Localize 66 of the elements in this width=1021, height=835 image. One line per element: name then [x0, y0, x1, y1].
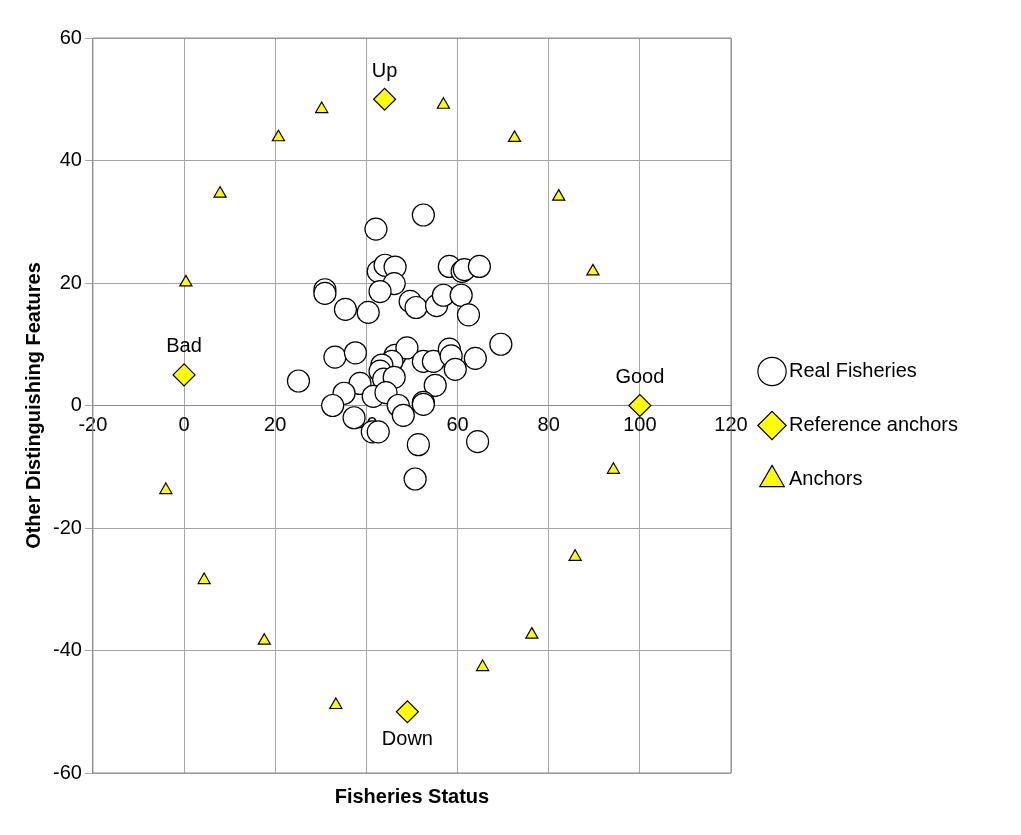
- point: [552, 189, 566, 201]
- point: [197, 572, 211, 585]
- legend-label: Anchors: [789, 467, 863, 490]
- point: [315, 101, 329, 114]
- point: [373, 87, 397, 111]
- point: [406, 433, 430, 457]
- x-tick-label: 20: [264, 413, 287, 436]
- point: [356, 300, 380, 324]
- point: [172, 363, 196, 387]
- point: [628, 393, 652, 418]
- point: [159, 482, 173, 495]
- point: [456, 303, 481, 327]
- x-tick-label: 0: [178, 413, 190, 436]
- x-tick-label: 100: [623, 413, 657, 436]
- legend-label: Real Fisheries: [789, 359, 917, 382]
- point: [475, 659, 490, 672]
- y-tick-label: 0: [70, 393, 82, 416]
- y-tick-label: 60: [59, 25, 82, 48]
- point: [213, 185, 227, 198]
- legend-label: Reference anchors: [789, 413, 958, 436]
- point: [449, 283, 473, 307]
- point: [568, 549, 582, 561]
- point: [343, 341, 368, 365]
- point: [391, 403, 415, 427]
- point: [443, 357, 467, 381]
- y-tick-label: -60: [53, 760, 82, 783]
- x-tick-label: 60: [446, 413, 469, 436]
- point: [467, 254, 492, 279]
- point: [586, 263, 600, 276]
- point: [463, 346, 487, 370]
- point: [395, 700, 419, 724]
- y-tick-label: -20: [53, 515, 82, 538]
- point: [403, 467, 427, 491]
- point: [286, 369, 311, 393]
- point: [333, 297, 358, 321]
- y-tick-label: -40: [53, 638, 82, 661]
- point: [257, 633, 271, 645]
- point: [466, 430, 490, 454]
- x-axis-title: Fisheries Status: [334, 784, 490, 807]
- point: [329, 697, 343, 710]
- point: [395, 336, 419, 360]
- point: [423, 373, 447, 397]
- x-tick-label: -20: [78, 413, 108, 436]
- annotation: Up: [371, 58, 398, 81]
- y-tick-label: 20: [59, 270, 82, 293]
- point: [436, 97, 451, 109]
- annotation: Down: [381, 727, 433, 750]
- point: [525, 626, 539, 639]
- point: [364, 217, 388, 241]
- point: [323, 345, 347, 369]
- point: [179, 274, 193, 287]
- point: [489, 332, 513, 356]
- point: [606, 462, 621, 474]
- y-tick-label: 40: [59, 148, 82, 171]
- point: [404, 295, 428, 320]
- x-tick-label: 120: [714, 413, 748, 436]
- point: [271, 129, 286, 142]
- point: [507, 130, 522, 142]
- point: [321, 393, 345, 418]
- annotation: Bad: [166, 334, 202, 357]
- point: [411, 203, 435, 227]
- y-axis-title: Other Distinguishing Features: [21, 262, 44, 549]
- annotation: Good: [615, 365, 665, 388]
- x-tick-label: 80: [537, 413, 560, 436]
- point: [421, 349, 445, 373]
- point: [368, 279, 392, 304]
